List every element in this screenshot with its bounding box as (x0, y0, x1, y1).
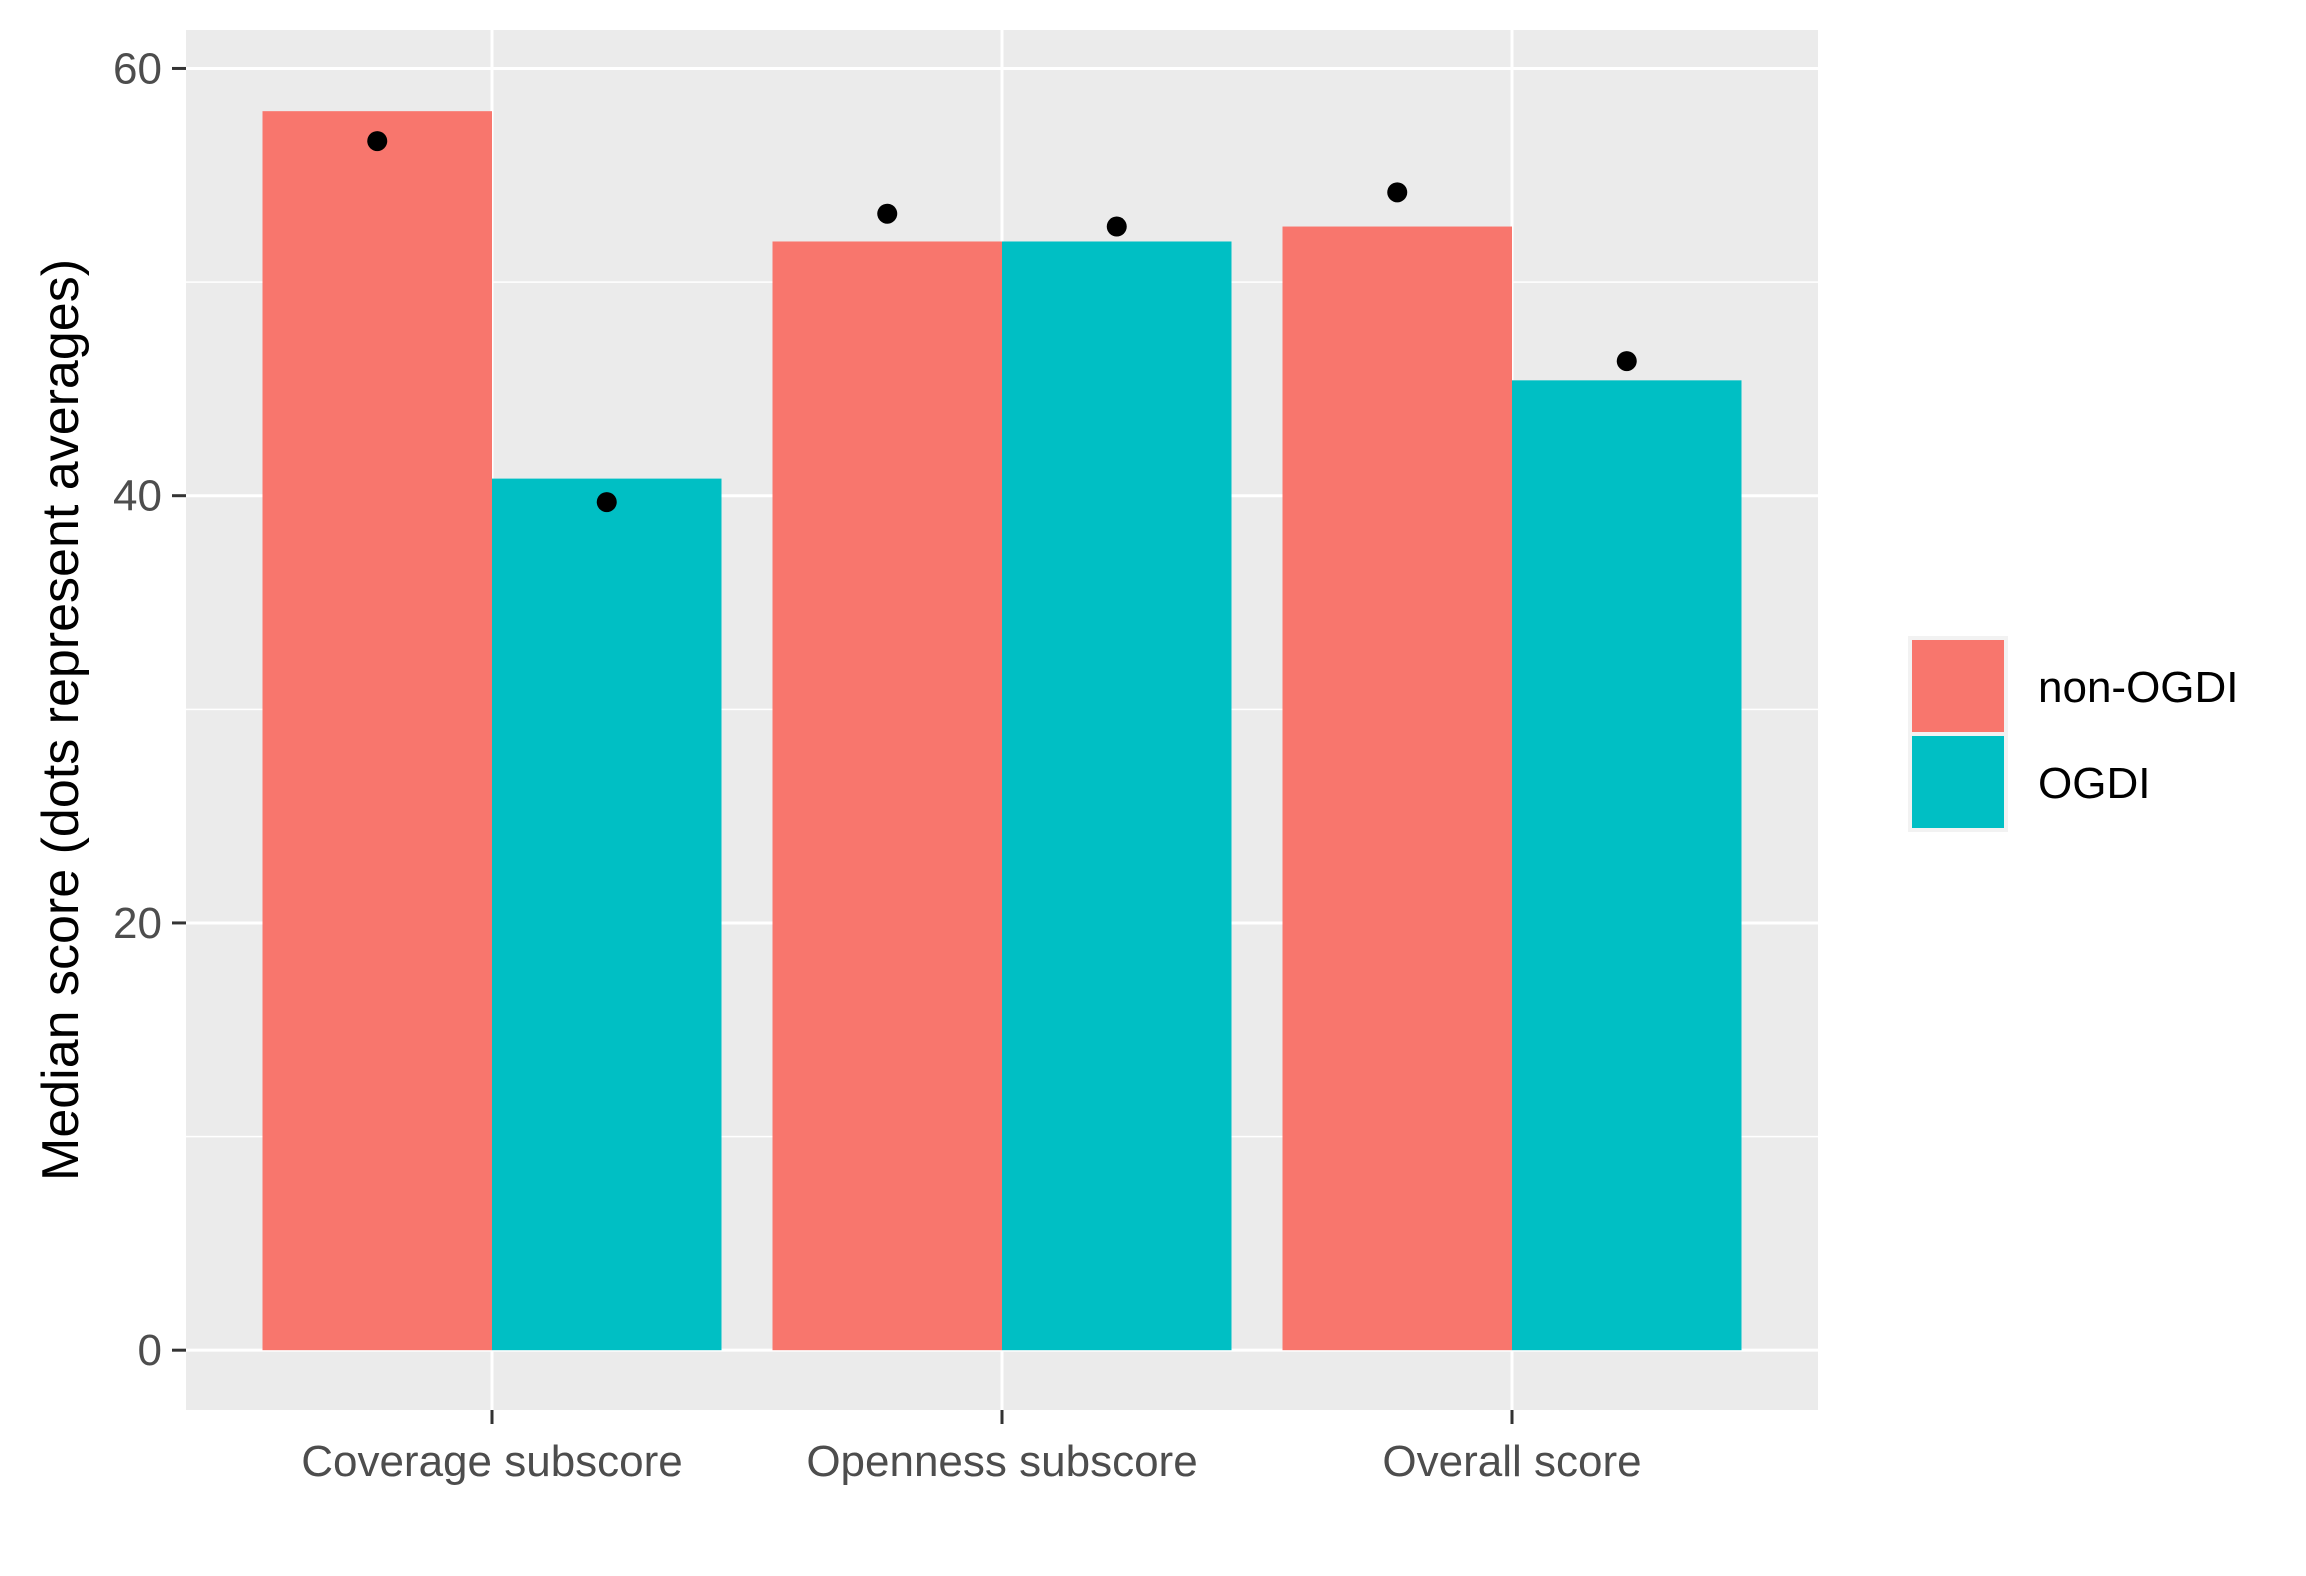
average-dot-non-ogdi-3 (1387, 182, 1408, 203)
bar-ogdi-3 (1512, 380, 1742, 1351)
average-dot-ogdi-3 (1616, 351, 1637, 372)
legend: non-OGDI OGDI (1908, 636, 2239, 832)
average-dot-ogdi-1 (596, 492, 617, 513)
bars (262, 111, 1742, 1351)
bar-non-ogdi-1 (262, 111, 492, 1351)
y-tick-label: 20 (113, 899, 162, 948)
average-dot-ogdi-2 (1106, 216, 1127, 237)
average-points (367, 131, 1637, 513)
bar-non-ogdi-2 (772, 241, 1002, 1351)
average-dot-non-ogdi-1 (367, 131, 388, 152)
y-axis-title: Median score (dots represent averages) (32, 259, 90, 1181)
y-tick-label: 0 (138, 1326, 162, 1375)
x-tick-label: Openness subscore (806, 1437, 1197, 1486)
x-tick-label: Coverage subscore (301, 1437, 683, 1486)
y-tick-label: 60 (113, 44, 162, 93)
bar-ogdi-2 (1002, 241, 1232, 1351)
x-tick-label: Overall score (1382, 1437, 1641, 1486)
legend-label: non-OGDI (2038, 663, 2239, 712)
legend-key-non-ogdi (1912, 640, 2004, 732)
legend-label: OGDI (2038, 759, 2150, 808)
bar-ogdi-1 (492, 478, 722, 1351)
bar-non-ogdi-3 (1282, 226, 1512, 1351)
y-tick-label: 40 (113, 472, 162, 521)
x-axis: Coverage subscore Openness subscore Overal… (301, 1410, 1642, 1486)
average-dot-non-ogdi-2 (877, 203, 898, 224)
legend-key-ogdi (1912, 736, 2004, 828)
y-axis: 0 20 40 60 (113, 44, 186, 1375)
